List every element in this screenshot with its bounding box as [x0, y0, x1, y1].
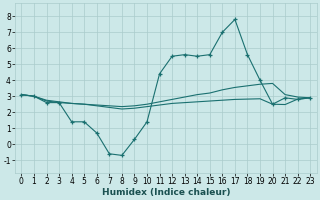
X-axis label: Humidex (Indice chaleur): Humidex (Indice chaleur): [101, 188, 230, 197]
